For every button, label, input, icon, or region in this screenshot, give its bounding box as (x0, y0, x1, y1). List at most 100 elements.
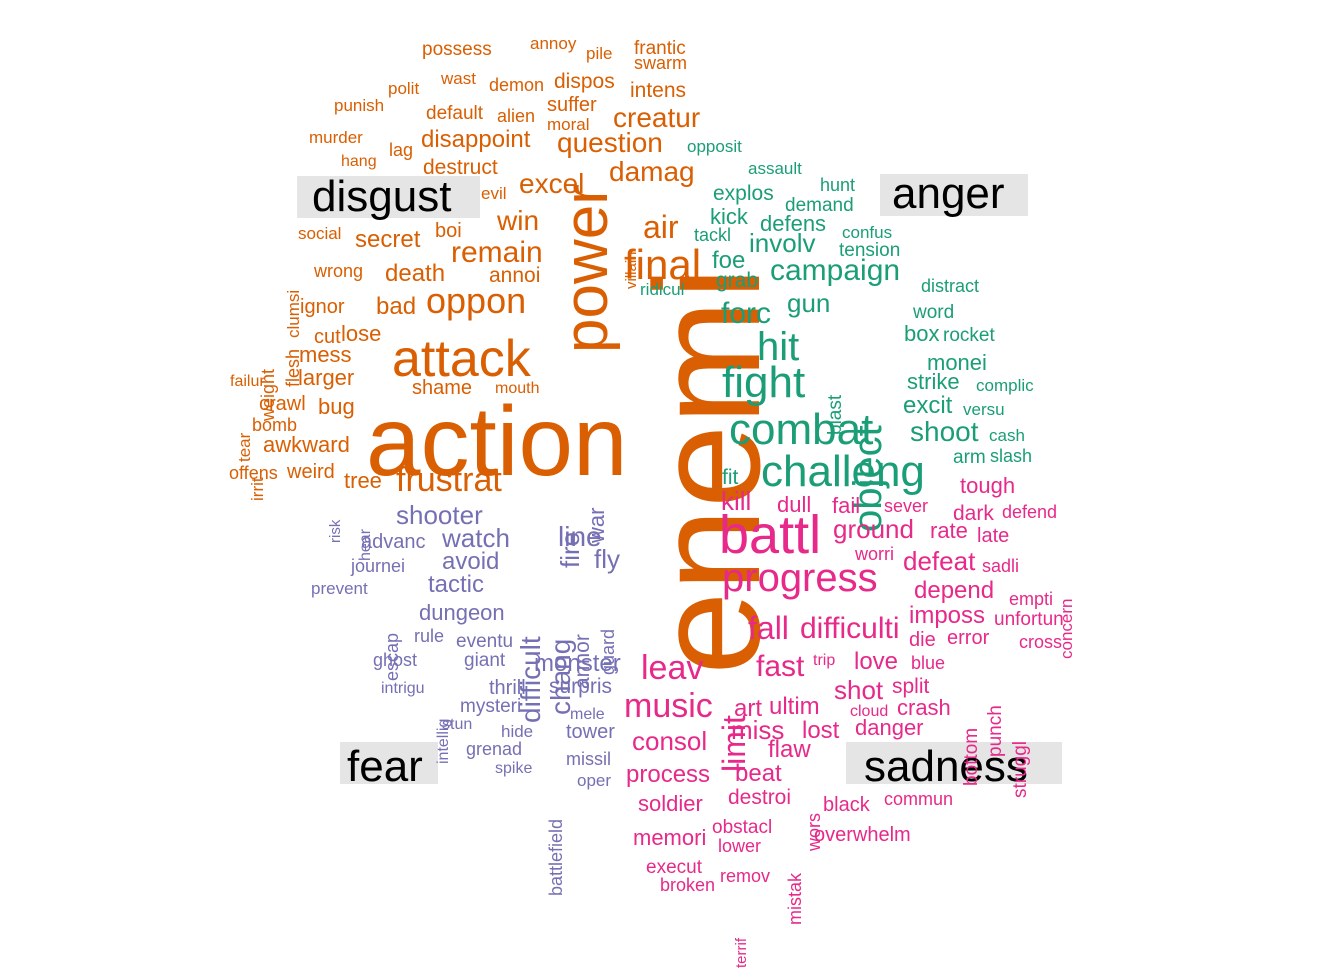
word-mouth: mouth (495, 380, 540, 397)
word-fire: fire (555, 531, 585, 568)
word-execut: execut (646, 857, 702, 878)
word-cut: cut (314, 326, 341, 348)
word-depend: depend (914, 577, 995, 604)
word-fight: fight (722, 358, 806, 407)
word-murder: murder (309, 128, 363, 147)
word-punch: punch (985, 704, 1006, 757)
word-grab: grab (716, 269, 759, 292)
word-late: late (977, 525, 1010, 547)
word-pile: pile (586, 44, 613, 63)
word-cross: cross (1019, 632, 1063, 652)
word-die: die (909, 629, 936, 651)
word-attack: attack (392, 330, 531, 388)
word-tower: tower (566, 721, 615, 743)
word-box: box (904, 321, 940, 346)
word-hide: hide (501, 722, 534, 741)
word-frantic: frantic (634, 38, 686, 59)
word-bottom: bottom (961, 727, 982, 786)
word-worri: worri (855, 544, 894, 564)
disgust-label: disgust (312, 172, 452, 221)
word-remov: remov (720, 866, 771, 886)
word-death: death (385, 260, 446, 287)
word-unfortun: unfortun (994, 609, 1064, 630)
word-moral: moral (547, 115, 590, 134)
sadness-label-box (846, 742, 1062, 784)
word-assault: assault (748, 159, 802, 178)
word-watch: watch (442, 523, 510, 553)
word-remain: remain (451, 236, 543, 269)
word-larger: larger (298, 365, 355, 390)
word-awkward: awkward (263, 432, 350, 457)
word-ground: ground (833, 514, 914, 544)
word-journei: journei (351, 556, 406, 576)
word-split: split (892, 675, 930, 698)
word-ignor: ignor (300, 296, 345, 318)
word-possess: possess (422, 39, 492, 60)
word-line: line (558, 521, 602, 552)
word-cash: cash (989, 426, 1025, 445)
word-prevent: prevent (311, 579, 368, 598)
sadness-label: sadness (864, 742, 1028, 791)
word-strike: strike (907, 369, 960, 394)
word-intens: intens (630, 79, 687, 102)
word-gun: gun (787, 288, 831, 318)
word-action: action (366, 386, 628, 496)
word-rate: rate (930, 518, 968, 543)
word-irrit: irrit (248, 476, 267, 501)
word-lag: lag (389, 140, 414, 160)
word-opposit: opposit (687, 137, 742, 156)
word-advanc: advanc (361, 531, 426, 553)
word-fall: fall (748, 610, 789, 646)
word-obstacl: obstacl (712, 817, 773, 838)
word-annoi: annoi (489, 264, 541, 287)
word-dull: dull (777, 492, 812, 517)
disgust-label-box (297, 176, 480, 218)
word-tear: tear (235, 432, 254, 462)
word-shot: shot (834, 675, 884, 705)
word-tree: tree (344, 468, 382, 493)
word-explos: explos (713, 182, 774, 205)
word-broken: broken (660, 875, 716, 895)
word-final: final (624, 241, 702, 288)
word-mysteri: mysteri (460, 696, 522, 717)
word-eventu: eventu (456, 631, 514, 652)
word-black: black (823, 794, 870, 816)
word-offens: offens (229, 463, 278, 483)
word-bug: bug (318, 394, 355, 419)
word-wast: wast (441, 69, 476, 88)
word-tackl: tackl (694, 225, 732, 245)
word-armor: armor (571, 633, 594, 689)
word-slash: slash (990, 446, 1033, 466)
word-struggl: struggl (1010, 740, 1031, 798)
word-love: love (854, 648, 899, 675)
word-hunt: hunt (820, 175, 856, 195)
word-miss: miss (731, 715, 785, 745)
word-failur: failur (230, 373, 265, 390)
word-bad: bad (376, 293, 417, 320)
word-question: question (557, 127, 663, 158)
word-crawl: crawl (259, 393, 306, 415)
word-sadli: sadli (982, 556, 1020, 576)
word-win: win (497, 205, 540, 236)
word-complic: complic (976, 376, 1034, 395)
word-kill: kill (721, 486, 752, 516)
word-surpris: surpris (549, 675, 613, 698)
word-beat: beat (735, 760, 782, 787)
word-defend: defend (1002, 502, 1058, 522)
word-dark: dark (953, 502, 994, 525)
word-music: music (624, 687, 713, 725)
fear-label-box (340, 742, 438, 784)
word-lost: lost (802, 717, 840, 744)
word-blue: blue (911, 653, 946, 673)
word-guard: guard (598, 628, 618, 675)
word-swarm: swarm (634, 53, 687, 73)
word-escap: escap (382, 632, 402, 681)
word-damag: damag (609, 156, 695, 187)
word-trip: trip (813, 652, 836, 669)
word-evil: evil (481, 184, 507, 203)
word-frustrat: frustrat (396, 461, 502, 499)
word-error: error (947, 627, 990, 649)
word-battl: battl (719, 505, 822, 565)
word-challeng: challeng (761, 447, 925, 496)
word-leav: leav (641, 649, 704, 687)
